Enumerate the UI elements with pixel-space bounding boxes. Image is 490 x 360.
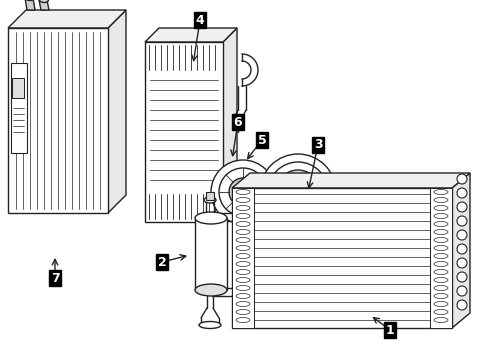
Ellipse shape [236, 221, 250, 226]
Ellipse shape [434, 213, 448, 219]
Ellipse shape [236, 278, 250, 283]
Circle shape [276, 170, 320, 214]
Ellipse shape [236, 230, 250, 234]
Ellipse shape [434, 253, 448, 258]
Ellipse shape [236, 246, 250, 251]
Ellipse shape [434, 206, 448, 211]
Circle shape [337, 198, 349, 211]
Ellipse shape [236, 189, 250, 194]
Bar [430, 188, 452, 328]
Text: 7: 7 [50, 271, 59, 284]
Ellipse shape [434, 278, 448, 283]
Ellipse shape [434, 261, 448, 266]
Polygon shape [452, 173, 470, 328]
Ellipse shape [204, 197, 216, 203]
Ellipse shape [434, 310, 448, 315]
Circle shape [237, 186, 249, 198]
Ellipse shape [236, 270, 250, 274]
Text: 3: 3 [314, 139, 322, 152]
Text: 2: 2 [158, 256, 167, 269]
Ellipse shape [434, 285, 448, 291]
Circle shape [268, 162, 328, 222]
Ellipse shape [236, 198, 250, 202]
Ellipse shape [434, 238, 448, 243]
Bar [232, 188, 254, 328]
Polygon shape [223, 28, 237, 222]
Ellipse shape [434, 230, 448, 234]
Ellipse shape [434, 246, 448, 251]
Bar [232, 188, 452, 328]
Ellipse shape [272, 237, 280, 243]
Polygon shape [315, 200, 323, 215]
Polygon shape [8, 10, 126, 28]
Polygon shape [232, 173, 470, 188]
Bar [206, 192, 214, 200]
Ellipse shape [316, 237, 324, 243]
Circle shape [457, 202, 467, 212]
Text: 4: 4 [196, 13, 204, 27]
Circle shape [292, 186, 304, 198]
Ellipse shape [434, 189, 448, 194]
Bar [145, 42, 223, 222]
Text: 5: 5 [258, 134, 267, 147]
Circle shape [219, 168, 267, 216]
Polygon shape [318, 200, 368, 245]
Circle shape [229, 178, 257, 206]
Ellipse shape [434, 221, 448, 226]
Circle shape [457, 258, 467, 268]
Ellipse shape [236, 310, 250, 315]
Text: 6: 6 [234, 116, 243, 129]
Circle shape [457, 174, 467, 184]
Ellipse shape [236, 285, 250, 291]
Ellipse shape [236, 261, 250, 266]
Ellipse shape [236, 206, 250, 211]
Ellipse shape [236, 238, 250, 243]
Ellipse shape [236, 253, 250, 258]
Circle shape [317, 179, 369, 231]
Ellipse shape [236, 318, 250, 323]
Circle shape [457, 272, 467, 282]
Ellipse shape [434, 198, 448, 202]
Ellipse shape [434, 318, 448, 323]
Circle shape [211, 160, 275, 224]
Ellipse shape [236, 302, 250, 306]
Circle shape [286, 180, 310, 204]
Polygon shape [363, 200, 371, 215]
Circle shape [457, 188, 467, 198]
Ellipse shape [199, 321, 221, 328]
Bar [8, 28, 108, 213]
Ellipse shape [236, 213, 250, 219]
Ellipse shape [434, 270, 448, 274]
Ellipse shape [233, 119, 243, 125]
Ellipse shape [40, 0, 49, 3]
Text: 1: 1 [386, 324, 394, 337]
Bar [11, 63, 27, 153]
Circle shape [457, 300, 467, 310]
Circle shape [260, 154, 336, 230]
Ellipse shape [195, 212, 227, 224]
Circle shape [457, 230, 467, 240]
Ellipse shape [434, 293, 448, 298]
Circle shape [457, 286, 467, 296]
Ellipse shape [434, 302, 448, 306]
Polygon shape [108, 10, 126, 213]
Circle shape [457, 216, 467, 226]
Polygon shape [145, 28, 237, 42]
Ellipse shape [195, 284, 227, 296]
Polygon shape [25, 0, 35, 10]
Bar [195, 218, 227, 290]
Polygon shape [39, 0, 49, 10]
Circle shape [457, 244, 467, 254]
Bar [12, 78, 24, 98]
Ellipse shape [236, 293, 250, 298]
Bar [325, 235, 361, 249]
Polygon shape [270, 222, 326, 246]
